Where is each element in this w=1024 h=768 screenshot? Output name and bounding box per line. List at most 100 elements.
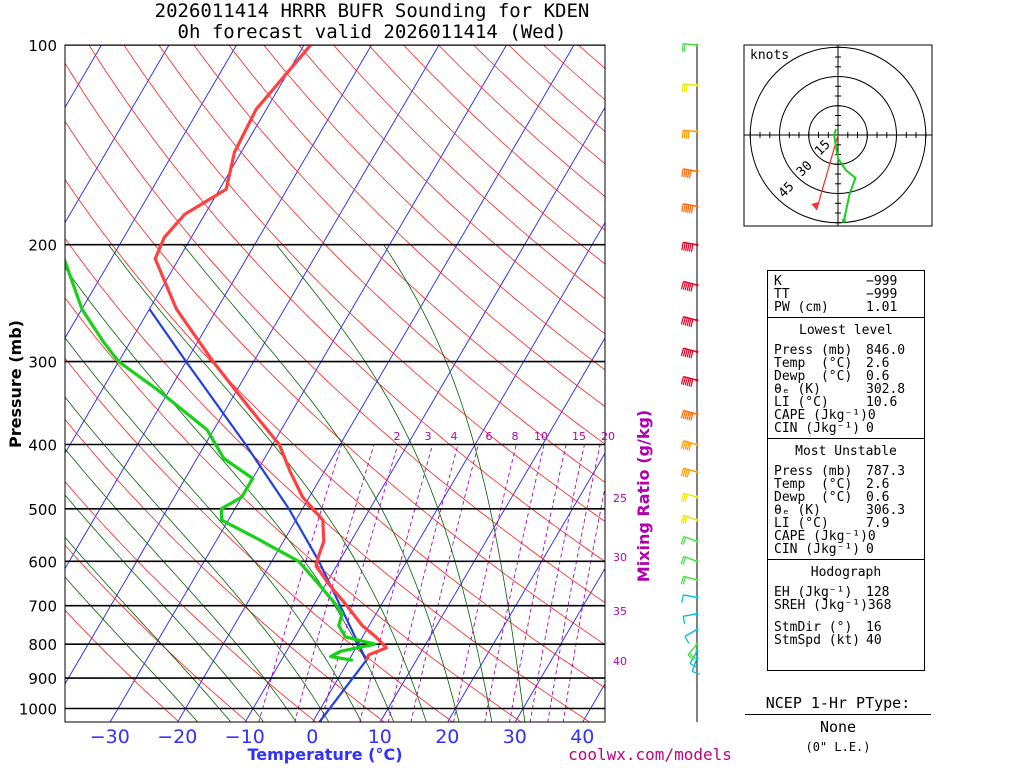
wind-barb-flag	[688, 412, 692, 421]
wind-barb-flag	[687, 204, 690, 213]
wind-barb-dot	[695, 539, 699, 543]
wind-barb-flag	[680, 376, 685, 385]
wind-barb-flag	[683, 169, 686, 178]
index-label: TT	[774, 287, 790, 302]
dry-adiabat-line	[193, 45, 605, 445]
wind-barb-flag	[691, 670, 700, 675]
wind-barb-shaft	[683, 613, 698, 617]
wind-barb-shaft	[683, 203, 698, 207]
wind-barb-flag	[681, 43, 684, 52]
wind-barb-flag	[688, 283, 692, 292]
wind-barb-flag	[686, 411, 690, 420]
wind-barb-flag	[684, 469, 688, 478]
dry-adiabat-line	[953, 15, 1024, 723]
pressure-tick-label: 400	[28, 437, 57, 455]
wind-barb-dot	[695, 627, 699, 631]
wind-barb	[680, 347, 699, 359]
index-label: Press (mb)	[774, 464, 853, 479]
index-value: 0	[867, 408, 876, 423]
general-indices: K −999 TT −999 PW (cm) 1.01	[768, 271, 924, 318]
wind-barb-flag	[690, 319, 694, 328]
index-row: LI (°C) 7.9	[774, 517, 918, 530]
wind-barb-dot	[695, 559, 699, 563]
dry-adiabats	[65, 15, 1024, 723]
isotherm-line	[65, 45, 238, 339]
wind-barb	[681, 168, 699, 179]
index-value: −999	[866, 287, 898, 302]
mixing-ratio-line	[258, 444, 343, 722]
wind-barb-dot	[695, 642, 699, 646]
index-value: 0	[866, 542, 874, 557]
isotherm-line	[312, 221, 605, 722]
wind-barb-flag	[681, 130, 684, 139]
wind-barb-dot	[695, 649, 699, 653]
wind-barb-shaft	[683, 594, 698, 599]
wind-barb-dot	[695, 83, 699, 87]
index-row: LI (°C) 10.6	[774, 396, 918, 409]
index-row: StmSpd (kt) 40	[774, 634, 918, 647]
dry-adiabat-line	[65, 357, 454, 722]
wind-barb-shaft	[683, 43, 698, 46]
ptype-title: NCEP 1-Hr PType:	[745, 694, 931, 715]
dry-adiabat-line	[65, 418, 385, 722]
dry-adiabat-line	[65, 297, 522, 722]
wind-barb	[681, 241, 699, 253]
wind-barb-flag	[685, 242, 688, 252]
parcel-path-line	[148, 308, 368, 722]
wind-barb-flag	[682, 493, 686, 502]
most-unstable-section: Most Unstable Press (mb) 787.3 Temp (°C) 2.…	[768, 439, 924, 560]
wind-barb-shaft	[683, 440, 698, 446]
wind-barb-dot	[695, 43, 699, 47]
wind-barb-flag	[684, 377, 688, 386]
chart-title-line2: 0h forecast valid 2026011414 (Wed)	[178, 21, 567, 43]
hodograph-trace	[833, 128, 857, 222]
index-row: CIN (Jkg⁻¹) 0	[774, 422, 918, 435]
temperature-tick-label: 20	[435, 726, 459, 748]
ptype-value: None	[819, 718, 857, 736]
isotherm-line	[65, 45, 440, 685]
mixing-ratio-tick-label: 2	[394, 430, 401, 443]
wind-barb	[680, 375, 699, 387]
temperature-tick-labels: −30 −20 −10 0 10 20 30 40	[90, 726, 595, 748]
moist-adiabat-line	[65, 337, 362, 722]
isotherms	[65, 45, 605, 722]
mixing-ratio-tick-label: 10	[534, 430, 548, 443]
wind-barb	[680, 280, 699, 292]
index-label: StmDir (°)	[774, 620, 853, 635]
wind-barb	[687, 642, 699, 661]
temperature-tick-label: −20	[157, 726, 197, 748]
index-row: θₑ (K) 306.3	[774, 504, 918, 517]
hodograph-stats-section: Hodograph EH (Jkg⁻¹) 128 SREH (Jkg⁻¹) 368 S…	[768, 560, 924, 650]
index-value: 2.6	[866, 356, 890, 371]
website-label: coolwx.com/models	[568, 745, 732, 764]
wind-barb	[680, 575, 699, 585]
index-label: PW (cm)	[774, 300, 829, 315]
lowest-level-section: Lowest level Press (mb) 846.0 Temp (°C) 2.6…	[768, 318, 924, 439]
wind-barb-flag	[682, 376, 686, 385]
hodograph-trace-start	[841, 218, 846, 223]
wind-barb	[681, 129, 699, 139]
wind-barb	[682, 612, 699, 625]
wind-barb-flag	[684, 636, 690, 644]
wind-barb-flag	[688, 652, 696, 660]
wind-barb	[691, 656, 700, 675]
wind-barbs	[680, 43, 700, 722]
index-label: LI (°C)	[774, 516, 829, 531]
isotherm-line	[65, 45, 373, 570]
wind-barb-flag	[684, 349, 688, 358]
index-row: CAPE (Jkg⁻¹) 0	[774, 409, 918, 422]
mixing-ratio-tick-label: 6	[486, 430, 493, 443]
index-label: CIN (Jkg⁻¹)	[774, 421, 861, 436]
wind-barb-dot	[695, 518, 699, 522]
dry-adiabat-line	[298, 45, 605, 335]
wind-barb	[680, 409, 699, 421]
wind-barb-flag	[687, 169, 690, 178]
isotherm-line	[379, 337, 605, 722]
wind-barb-flag	[680, 576, 685, 585]
index-value: 306.3	[866, 503, 906, 518]
wind-barb-dot	[695, 656, 699, 660]
isobars	[65, 45, 605, 710]
index-value: 10.6	[866, 395, 898, 410]
index-value: 1.01	[866, 300, 898, 315]
wind-barb-flag	[682, 616, 686, 625]
